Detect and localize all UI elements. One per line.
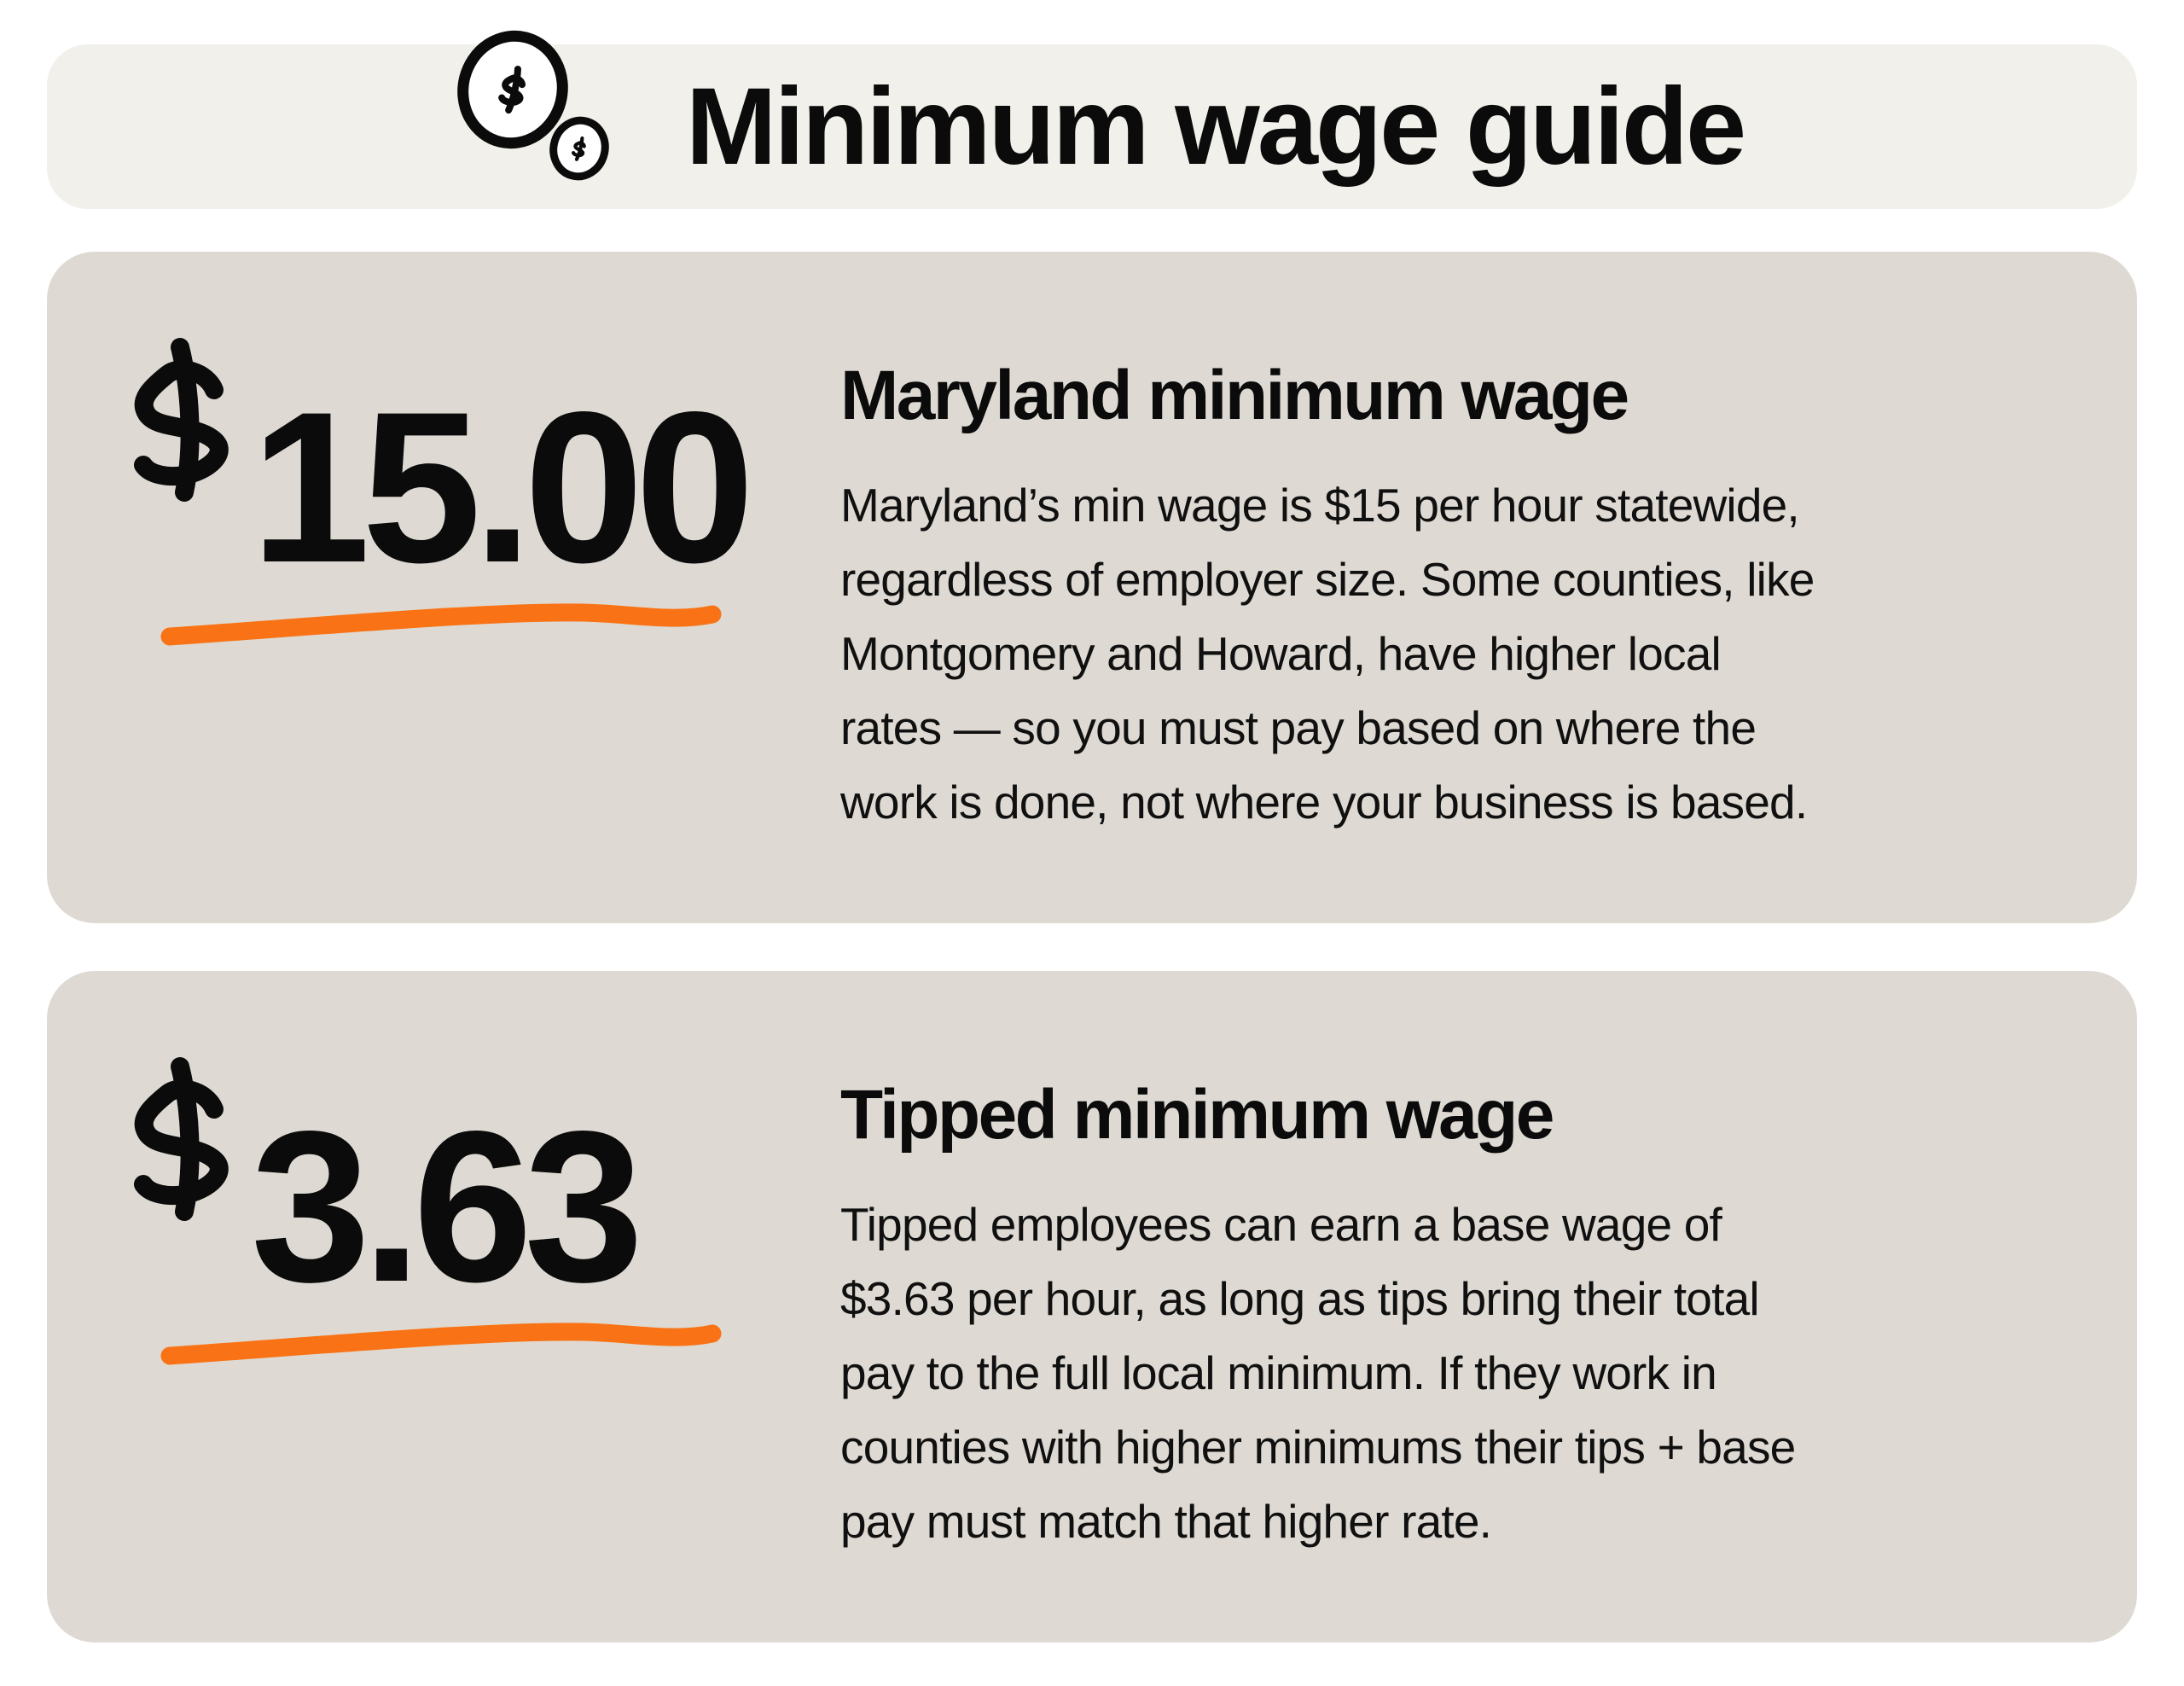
amount-value: 15.00 <box>251 368 755 608</box>
body-line: regardless of employer size. Some counti… <box>840 553 1815 607</box>
hand-drawn-dollar-sign-icon <box>134 1057 229 1221</box>
amount-row: 3.63 <box>92 1055 840 1327</box>
header-bar: Minimum wage guide <box>47 30 2137 209</box>
body-line: pay must match that higher rate. <box>840 1495 1492 1549</box>
tipped-minimum-wage-card: 3.63 Tipped minimum wage Tipped employee… <box>47 971 2137 1642</box>
page-title: Minimum wage guide <box>685 65 1746 188</box>
maryland-minimum-wage-card: 15.00 Maryland minimum wage Maryland’s m… <box>47 252 2137 923</box>
orange-underline-stroke <box>160 602 722 646</box>
amount-block: 15.00 <box>92 335 840 923</box>
hand-drawn-dollar-sign-icon <box>134 338 229 502</box>
amount-value: 3.63 <box>251 1087 643 1327</box>
body-line: counties with higher minimums their tips… <box>840 1421 1796 1474</box>
orange-underline-stroke <box>160 1322 722 1365</box>
body-line: Montgomery and Howard, have higher local <box>840 627 1722 681</box>
card-body: Tipped employees can earn a base wage of… <box>840 1188 2086 1559</box>
amount-row: 15.00 <box>92 335 840 608</box>
card-heading: Maryland minimum wage <box>840 357 1629 434</box>
card-heading: Tipped minimum wage <box>840 1076 1554 1154</box>
card-text-column: Maryland minimum wage Maryland’s min wag… <box>840 335 2086 923</box>
body-line: Maryland’s min wage is $15 per hour stat… <box>840 479 1800 532</box>
small-coin <box>549 116 609 181</box>
amount-block: 3.63 <box>92 1055 840 1642</box>
body-line: rates — so you must pay based on where t… <box>840 701 1757 755</box>
card-text-column: Tipped minimum wage Tipped employees can… <box>840 1055 2086 1642</box>
body-line: $3.63 per hour, as long as tips bring th… <box>840 1272 1760 1326</box>
body-line: pay to the full local minimum. If they w… <box>840 1346 1717 1400</box>
body-line: Tipped employees can earn a base wage of <box>840 1198 1722 1252</box>
big-coin <box>457 30 568 149</box>
card-body: Maryland’s min wage is $15 per hour stat… <box>840 468 2086 840</box>
body-line: work is done, not where your business is… <box>840 776 1808 829</box>
dollar-coins-icon <box>457 30 609 181</box>
